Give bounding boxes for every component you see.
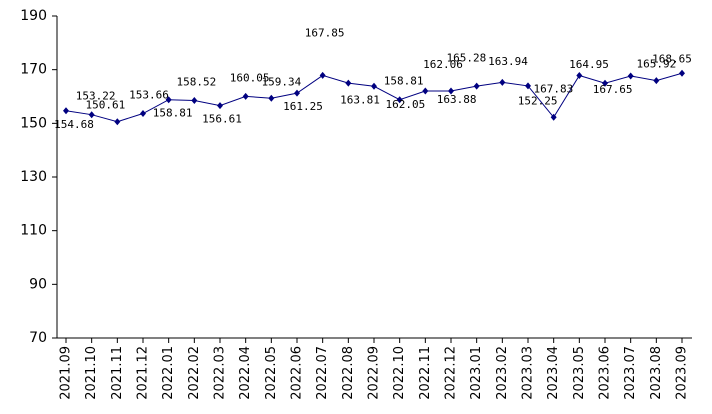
y-tick-label: 90 (29, 276, 47, 292)
data-label: 150.61 (85, 99, 125, 112)
y-tick-label: 130 (20, 169, 47, 185)
data-label: 161.25 (283, 100, 323, 113)
x-tick-label: 2023.01 (469, 346, 484, 400)
y-tick-label: 170 (20, 62, 47, 78)
data-label: 153.66 (129, 89, 169, 102)
data-label: 163.88 (437, 93, 477, 106)
data-label: 167.85 (305, 26, 345, 39)
data-label: 152.25 (518, 94, 558, 107)
y-tick-label: 110 (20, 223, 47, 239)
x-tick-label: 2023.05 (572, 346, 587, 400)
data-label: 167.65 (593, 83, 633, 96)
point (448, 87, 454, 95)
x-tick-label: 2023.03 (521, 346, 536, 400)
point (396, 96, 403, 104)
x-tick-label: 2023.08 (649, 346, 664, 400)
data-label: 164.95 (569, 58, 609, 71)
data-label: 162.06 (423, 58, 463, 71)
data-label: 165.28 (446, 51, 486, 64)
x-tick-label: 2023.09 (675, 346, 690, 400)
x-tick-label: 2022.07 (315, 346, 330, 400)
point (217, 102, 223, 110)
x-tick-label: 2023.06 (598, 346, 613, 400)
data-label: 165.92 (636, 58, 676, 71)
y-tick-label: 190 (20, 8, 47, 24)
point (627, 72, 634, 80)
x-tick-label: 2021.11 (110, 346, 125, 400)
x-tick-label: 2022.02 (187, 346, 202, 400)
point (602, 79, 608, 87)
data-label: 158.52 (176, 75, 216, 88)
x-tick-label: 2023.04 (546, 346, 561, 400)
point (63, 107, 69, 115)
point (499, 78, 506, 86)
data-label: 158.81 (384, 75, 424, 88)
x-tick-label: 2022.01 (161, 346, 176, 400)
point (473, 82, 480, 90)
data-label: 154.68 (54, 118, 94, 131)
x-tick-label: 2022.09 (367, 346, 382, 400)
x-tick-label: 2021.10 (84, 346, 99, 400)
x-tick-label: 2022.08 (341, 346, 356, 400)
point (165, 96, 172, 104)
x-tick-label: 2022.11 (418, 346, 433, 400)
point (345, 79, 352, 87)
data-label: 163.94 (488, 55, 528, 68)
point (371, 82, 377, 90)
point (140, 110, 146, 118)
data-label: 162.05 (385, 98, 425, 111)
y-tick-label: 70 (29, 330, 47, 346)
data-label: 156.61 (202, 113, 242, 126)
point (242, 92, 249, 100)
point (550, 113, 557, 121)
point (525, 82, 531, 90)
point (191, 96, 198, 104)
point (576, 71, 583, 79)
x-tick-label: 2022.06 (290, 346, 305, 400)
data-label: 160.05 (230, 71, 270, 84)
point (268, 94, 275, 102)
x-tick-label: 2022.04 (238, 346, 253, 400)
data-label: 158.81 (153, 107, 193, 120)
point (653, 77, 660, 85)
point (422, 87, 429, 95)
point (294, 89, 300, 97)
x-tick-label: 2023.07 (623, 346, 638, 400)
y-tick-label: 150 (20, 115, 47, 131)
data-label: 159.34 (261, 75, 301, 88)
data-label: 163.81 (340, 93, 380, 106)
data-label: 153.22 (76, 90, 116, 103)
point (679, 69, 685, 77)
data-label: 167.83 (533, 82, 573, 95)
x-tick-label: 2021.09 (59, 346, 74, 400)
x-tick-label: 2023.02 (495, 346, 510, 400)
x-tick-label: 2022.10 (392, 346, 407, 400)
point (88, 111, 95, 119)
point (114, 118, 121, 126)
x-tick-label: 2022.05 (264, 346, 279, 400)
data-label: 168.65 (652, 52, 692, 65)
x-tick-label: 2022.03 (213, 346, 228, 400)
x-tick-label: 2021.12 (136, 346, 151, 400)
point (319, 71, 326, 79)
x-tick-label: 2022.12 (444, 346, 459, 400)
